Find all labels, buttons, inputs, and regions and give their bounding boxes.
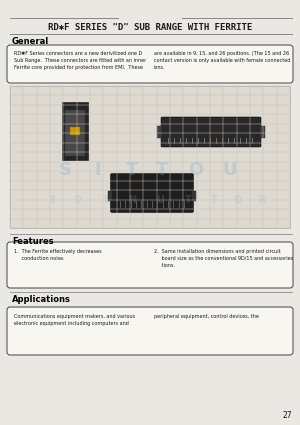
Text: are available in 9, 15, and 26 positions. (The 15 and 26
contact version is only: are available in 9, 15, and 26 positions… (154, 51, 290, 70)
Text: T: T (126, 161, 138, 179)
Text: O: O (188, 161, 204, 179)
FancyBboxPatch shape (7, 242, 293, 288)
Bar (192, 191, 196, 201)
Bar (65, 110, 85, 156)
Text: R: R (258, 195, 266, 205)
Text: U: U (223, 161, 237, 179)
Bar (70, 127, 80, 135)
Bar (10, 86, 290, 228)
Text: 2.  Same installation dimensions and printed circuit
     board size as the conv: 2. Same installation dimensions and prin… (154, 249, 293, 268)
Bar (157, 126, 162, 138)
Text: T: T (156, 161, 168, 179)
Text: 1.  The Ferrite effectively decreases
     conduction noise.: 1. The Ferrite effectively decreases con… (14, 249, 102, 261)
Text: 1: 1 (102, 195, 108, 205)
Text: 27: 27 (282, 411, 292, 420)
Text: N: N (128, 195, 136, 205)
Text: peripheral equipment, control devices, the: peripheral equipment, control devices, t… (154, 314, 259, 319)
Text: O: O (234, 195, 242, 205)
Text: T: T (184, 195, 191, 205)
Text: 0: 0 (75, 195, 81, 205)
Bar (260, 126, 265, 138)
Text: S: S (58, 161, 71, 179)
Text: RD✱F Series connectors are a new derivitized one D
Sub Range.  These connectors : RD✱F Series connectors are a new derivit… (14, 51, 146, 70)
FancyBboxPatch shape (161, 117, 261, 147)
Text: Features: Features (12, 237, 54, 246)
Text: RD✱F SERIES "D" SUB RANGE WITH FERRITE: RD✱F SERIES "D" SUB RANGE WITH FERRITE (48, 23, 252, 32)
Text: Communications equipment makers, and various
electronic equipment including comp: Communications equipment makers, and var… (14, 314, 135, 326)
FancyBboxPatch shape (110, 173, 194, 212)
Text: Applications: Applications (12, 295, 71, 304)
Bar (108, 191, 112, 201)
Text: General: General (12, 37, 49, 46)
Text: 3: 3 (49, 195, 56, 205)
Text: T: T (211, 195, 218, 205)
Text: U: U (156, 195, 164, 205)
Bar (62, 102, 88, 160)
Text: I: I (95, 161, 101, 179)
FancyBboxPatch shape (7, 45, 293, 83)
FancyBboxPatch shape (7, 307, 293, 355)
